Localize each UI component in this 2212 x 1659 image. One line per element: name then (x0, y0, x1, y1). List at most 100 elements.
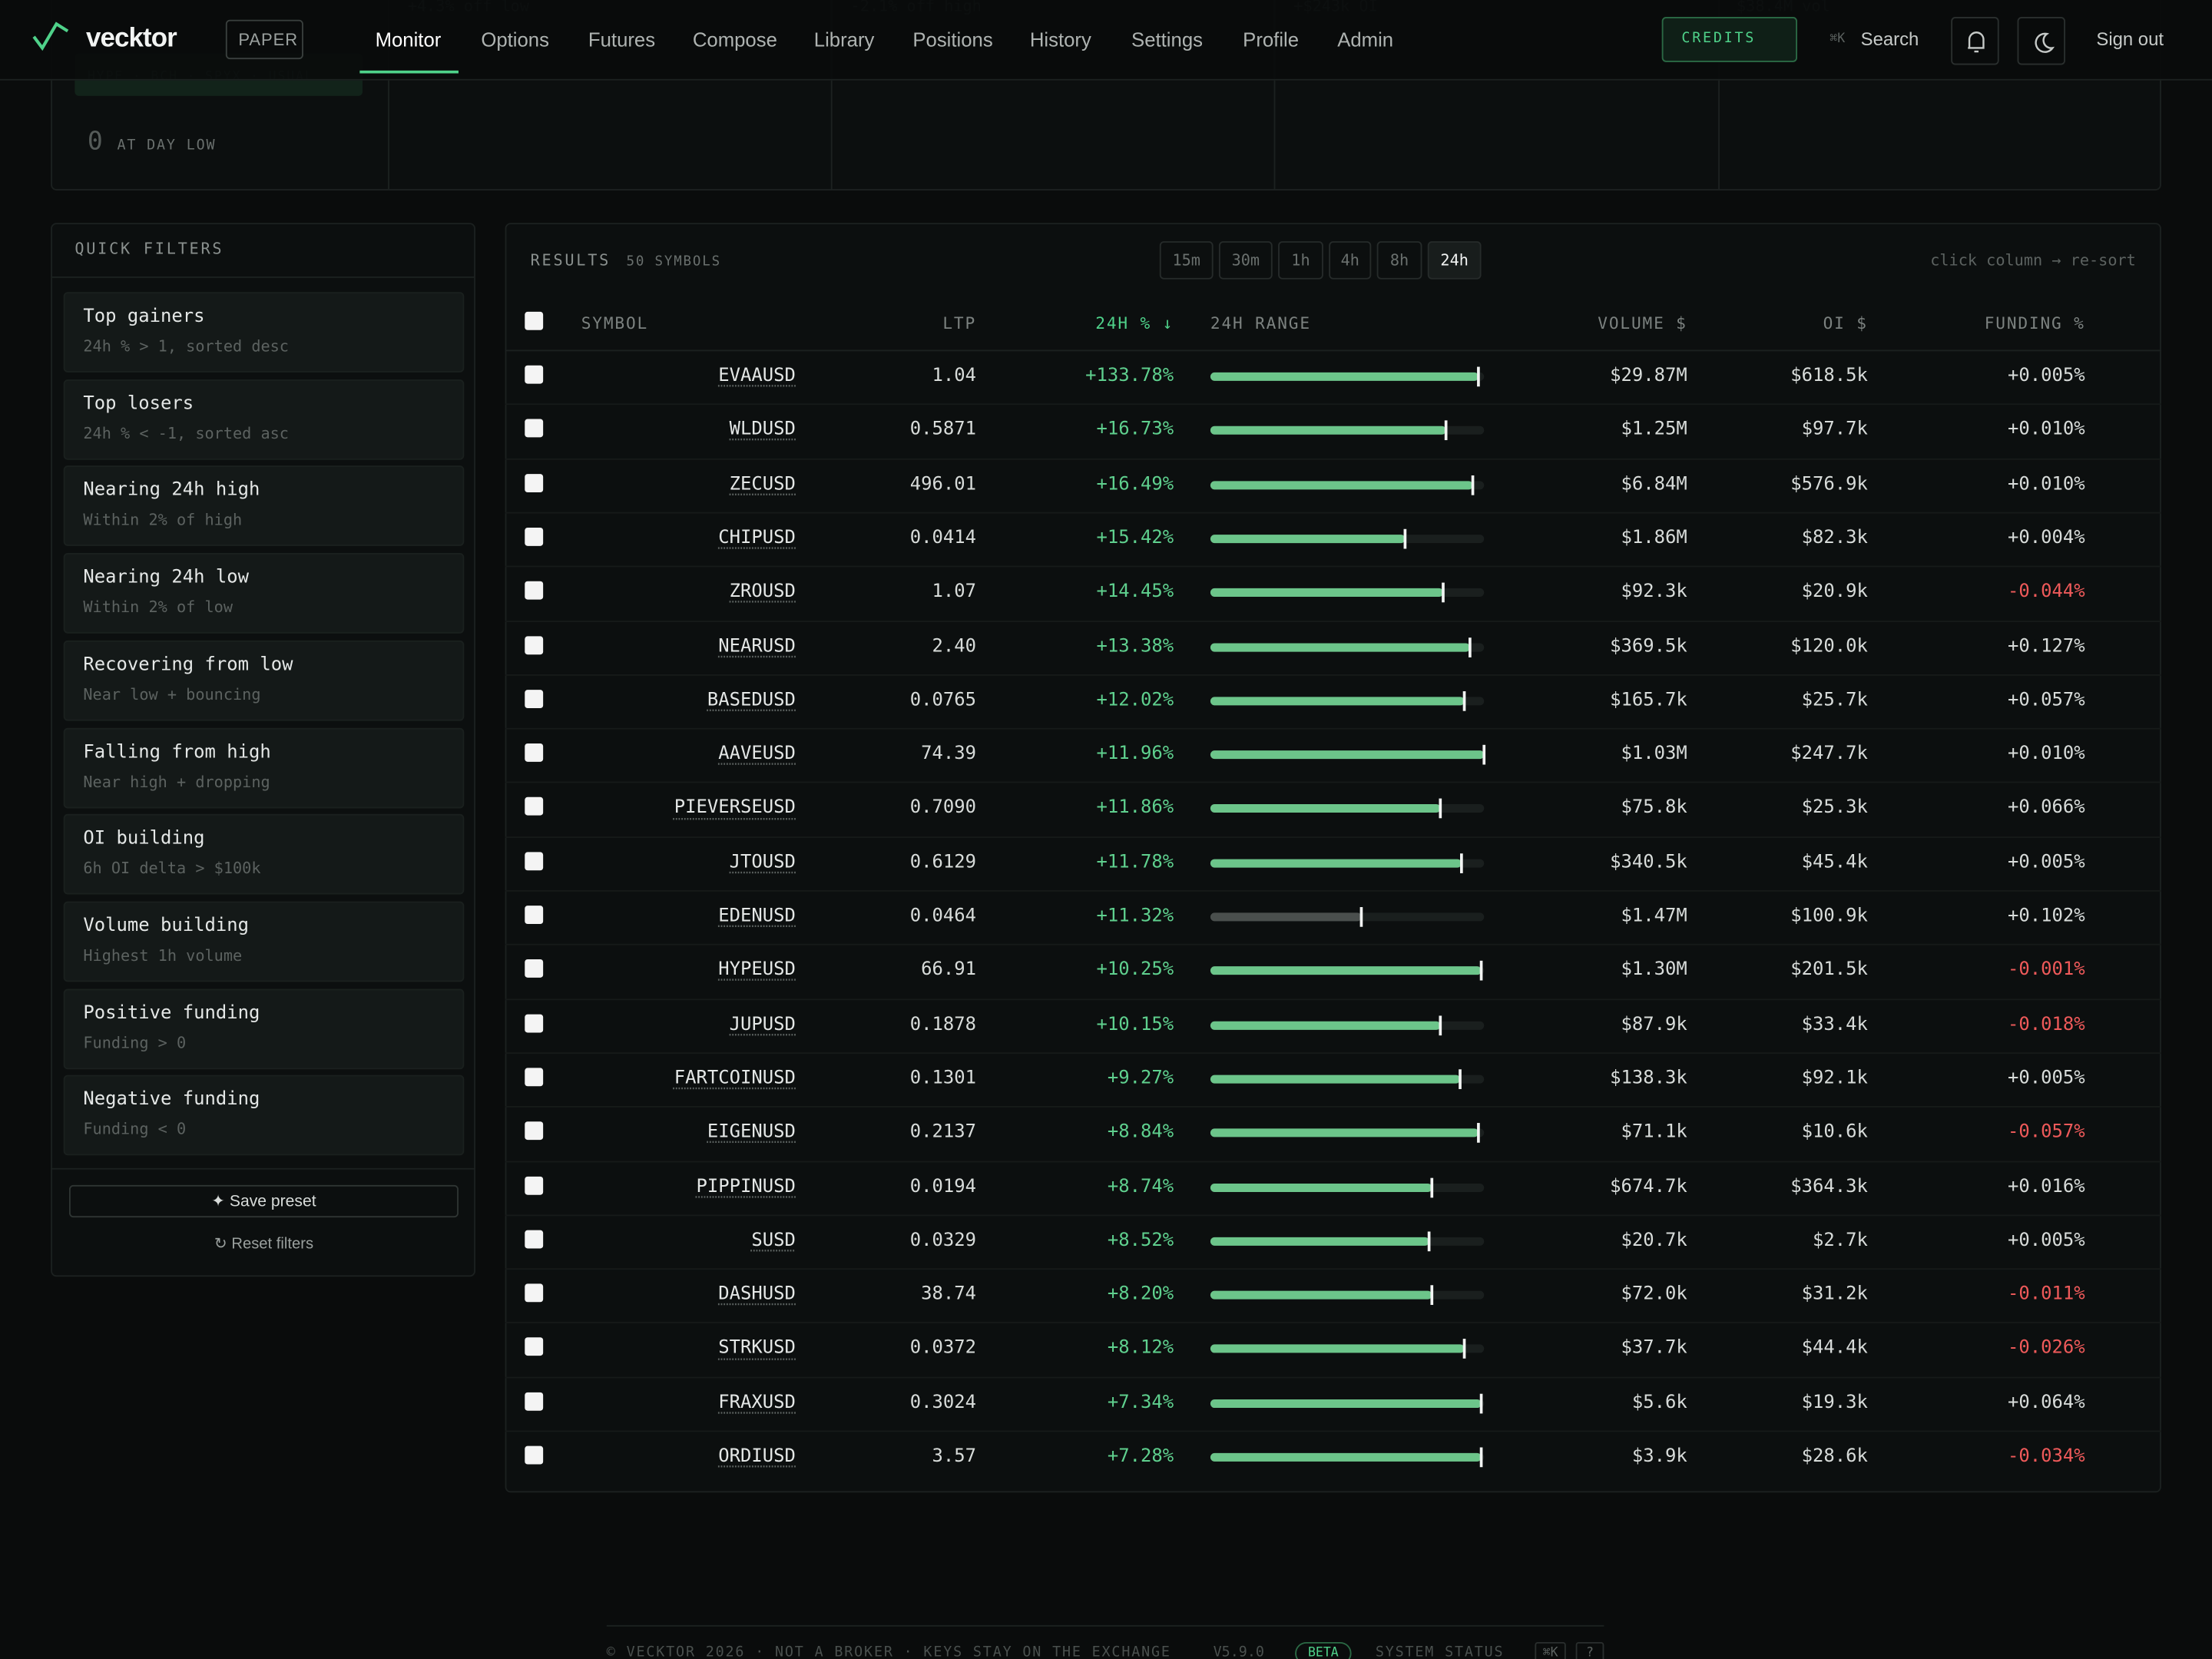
checkbox[interactable] (525, 1175, 544, 1194)
filter-card[interactable] (63, 379, 465, 460)
symbol[interactable]: STRKUSD (718, 1337, 796, 1359)
checkbox[interactable] (525, 365, 544, 384)
save-button[interactable] (69, 1184, 459, 1218)
theme-button[interactable] (2017, 17, 2065, 65)
filter-card[interactable] (63, 465, 465, 547)
checkbox[interactable] (525, 473, 544, 492)
footer-key[interactable]: ? (1586, 1646, 1594, 1659)
checkbox[interactable] (525, 1392, 544, 1411)
checkbox[interactable] (525, 419, 544, 438)
nav-item[interactable]: Profile (1243, 28, 1300, 51)
checkbox[interactable] (525, 1230, 544, 1249)
search[interactable]: Search (1860, 28, 1919, 50)
filter-card[interactable] (63, 1075, 465, 1156)
filter-name[interactable]: Top gainers (83, 306, 205, 328)
timeframe-button[interactable] (1427, 241, 1482, 280)
footer-status[interactable]: SYSTEM STATUS (1375, 1644, 1505, 1659)
filter-card[interactable] (63, 727, 465, 808)
symbol[interactable]: HYPEUSD (718, 959, 796, 982)
timeframe-button[interactable] (1218, 241, 1273, 280)
nav-item[interactable]: Compose (692, 28, 777, 51)
column-header[interactable]: 24H RANGE (1210, 313, 1311, 333)
symbol[interactable]: BASEDUSD (707, 689, 796, 711)
filter-name[interactable]: OI building (83, 828, 205, 850)
checkbox[interactable] (525, 851, 544, 870)
timeframe-button[interactable] (1329, 241, 1372, 280)
checkbox[interactable] (525, 527, 544, 546)
filter-card[interactable] (63, 553, 465, 634)
symbol[interactable]: JUPUSD (729, 1013, 796, 1035)
checkbox[interactable] (525, 906, 544, 925)
symbol[interactable]: EDENUSD (718, 906, 796, 927)
timeframe[interactable]: 24h (1440, 250, 1469, 270)
checkbox[interactable] (525, 1283, 544, 1303)
filter-name[interactable]: Recovering from low (83, 654, 293, 676)
nav-item[interactable]: History (1029, 28, 1091, 51)
checkbox[interactable] (525, 581, 544, 600)
nav-item[interactable]: Positions (912, 28, 993, 51)
nav-item[interactable]: Monitor (375, 28, 442, 51)
column-header[interactable]: FUNDING % (1984, 313, 2085, 333)
filter-name[interactable]: Positive funding (83, 1002, 260, 1024)
symbol[interactable]: CHIPUSD (718, 527, 796, 549)
symbol[interactable]: AAVEUSD (718, 743, 796, 765)
symbol[interactable]: PIPPINUSD (696, 1175, 796, 1197)
symbol[interactable]: WLDUSD (729, 419, 796, 441)
checkbox[interactable] (525, 1445, 544, 1465)
checkbox[interactable] (525, 959, 544, 979)
timeframe-button[interactable] (1278, 241, 1323, 280)
symbol[interactable]: PIEVERSEUSD (674, 797, 796, 820)
symbol[interactable]: FARTCOINUSD (674, 1068, 796, 1089)
timeframe-button[interactable] (1159, 241, 1214, 280)
nav-item[interactable]: Futures (588, 28, 656, 51)
symbol[interactable]: SUSD (751, 1230, 796, 1251)
column-header[interactable]: 24H % ↓ (1095, 313, 1174, 333)
timeframe[interactable]: 15m (1172, 250, 1200, 270)
filter-name[interactable]: Volume building (83, 915, 250, 937)
timeframe-button[interactable] (1376, 241, 1422, 280)
column-header[interactable]: VOLUME $ (1598, 313, 1687, 333)
symbol[interactable]: DASHUSD (718, 1283, 796, 1306)
filter-card[interactable] (63, 814, 465, 895)
credits-button[interactable] (1661, 17, 1798, 62)
checkbox[interactable] (525, 1121, 544, 1141)
symbol[interactable]: ZROUSD (729, 581, 796, 603)
nav-item[interactable]: Admin (1337, 28, 1394, 51)
filter-name[interactable]: Nearing 24h high (83, 480, 260, 502)
filter-name[interactable]: Nearing 24h low (83, 567, 250, 589)
save-preset[interactable]: ✦ Save preset (211, 1193, 316, 1210)
filter-card[interactable] (63, 901, 465, 982)
checkbox[interactable] (525, 743, 544, 763)
filter-card[interactable] (63, 988, 465, 1069)
column-header[interactable]: OI $ (1823, 313, 1868, 333)
timeframe[interactable]: 8h (1389, 250, 1409, 270)
checkbox[interactable] (525, 689, 544, 708)
brand[interactable]: vecktor (86, 24, 177, 54)
checkbox[interactable] (525, 1013, 544, 1032)
symbol[interactable]: JTOUSD (729, 851, 796, 873)
symbol[interactable]: EVAAUSD (718, 365, 796, 387)
nav-item[interactable]: Options (481, 28, 549, 51)
timeframe[interactable]: 30m (1231, 250, 1260, 270)
checkbox[interactable] (525, 635, 544, 654)
sign-out[interactable]: Sign out (2096, 28, 2164, 50)
credits[interactable]: CREDITS (1681, 31, 1757, 47)
symbol[interactable]: FRAXUSD (718, 1392, 796, 1413)
symbol[interactable]: ZECUSD (729, 473, 796, 495)
symbol[interactable]: ORDIUSD (718, 1445, 796, 1468)
filter-card[interactable] (63, 640, 465, 721)
filter-name[interactable]: Top losers (83, 392, 194, 415)
filter-name[interactable]: Negative funding (83, 1089, 260, 1111)
checkbox[interactable] (525, 1337, 544, 1356)
bell-button[interactable] (1951, 17, 1999, 65)
column-header[interactable]: LTP (942, 313, 977, 333)
column-header[interactable]: SYMBOL (581, 313, 649, 333)
nav-item[interactable]: Settings (1131, 28, 1203, 51)
symbol[interactable]: NEARUSD (718, 635, 796, 657)
checkbox[interactable] (525, 311, 544, 330)
checkbox[interactable] (525, 797, 544, 816)
filter-name[interactable]: Falling from high (83, 741, 271, 763)
nav-item[interactable]: Library (813, 28, 875, 51)
reset-filters[interactable]: ↻ Reset filters (214, 1235, 314, 1253)
timeframe[interactable]: 4h (1340, 250, 1359, 270)
